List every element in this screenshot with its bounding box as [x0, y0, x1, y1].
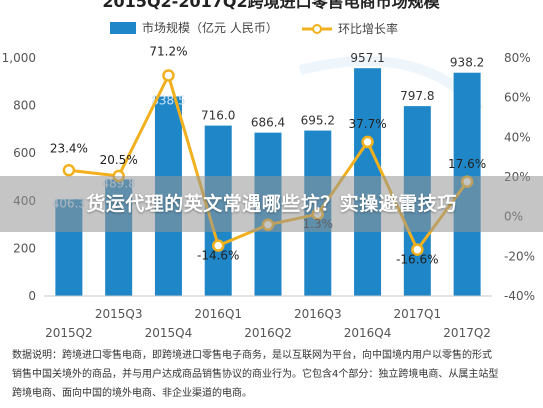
growth-value-label: 37.7% — [348, 117, 386, 131]
y-right-tick-label: -20% — [504, 249, 535, 263]
y-right-tick-label: 40% — [504, 130, 531, 144]
y-left-tick-label: 0 — [28, 289, 36, 303]
y-left-tick-label: 200 — [13, 241, 36, 255]
y-left-tick-label: 600 — [13, 146, 36, 160]
growth-marker-2016Q1 — [211, 239, 225, 252]
growth-value-label: 17.6% — [448, 157, 486, 171]
bar-value-label: 797.8 — [400, 89, 434, 103]
y-left-tick-label: 800 — [13, 99, 36, 113]
growth-marker-2015Q2 — [62, 164, 76, 177]
x-tick-label: 2017Q2 — [443, 326, 491, 340]
growth-marker-2016Q4 — [361, 135, 374, 149]
bar-value-label: 957.1 — [350, 51, 384, 65]
growth-marker-2017Q1 — [411, 243, 424, 256]
y-right-tick-label: -40% — [504, 289, 535, 303]
growth-value-label: 20.5% — [100, 153, 138, 167]
growth-value-label: 23.4% — [50, 141, 88, 155]
note-line-1: 数据说明：跨境进口零售电商，即跨境进口零售电子商务，是以互联网为平台，向中国境内… — [12, 350, 492, 361]
legend-bar-label: 市场规模（亿元 人民币） — [142, 20, 278, 35]
growth-value-label: -14.6% — [197, 249, 239, 263]
legend-bar-swatch — [110, 22, 136, 34]
x-tick-label: 2016Q4 — [344, 326, 392, 340]
data-note: 数据说明：跨境进口零售电商，即跨境进口零售电子商务，是以互联网为平台，向中国境内… — [12, 346, 532, 403]
bar-value-label: 686.4 — [251, 116, 285, 130]
x-tick-label: 2015Q4 — [145, 326, 193, 340]
y-right-tick-label: 60% — [504, 91, 531, 105]
bar-value-label: 938.2 — [450, 56, 484, 70]
bar-value-label: 695.2 — [301, 114, 335, 128]
x-tick-label: 2017Q1 — [394, 307, 442, 321]
note-line-2: 销售中国关境外的商品，并与用户达成商品销售协议的商业行为。它包含4个部分：独立跨… — [12, 369, 499, 380]
y-left-tick-label: 1,000 — [2, 51, 36, 65]
x-tick-label: 2016Q1 — [194, 307, 242, 321]
growth-value-label: 71.2% — [149, 44, 187, 58]
x-tick-label: 2015Q3 — [95, 307, 143, 321]
x-tick-label: 2015Q2 — [45, 326, 93, 340]
bar-value-label: 716.0 — [201, 109, 235, 123]
x-tick-label: 2016Q3 — [294, 307, 342, 321]
legend-line-label: 环比增长率 — [338, 21, 398, 36]
x-tick-label: 2016Q2 — [244, 326, 292, 340]
overlay-banner — [0, 176, 543, 232]
growth-value-label: -16.6% — [396, 253, 438, 267]
note-line-3: 跨境电商、面向中国的境外电商、非企业渠道的电商。 — [12, 388, 252, 399]
growth-marker-2015Q4 — [162, 69, 175, 82]
y-right-tick-label: 80% — [504, 51, 531, 65]
banner-title: 货运代理的英文常遇哪些坑？实操避雷技巧 — [86, 193, 457, 215]
legend-line-marker — [312, 24, 322, 34]
chart-title: 2015Q2-2017Q2跨境进口零售电商市场规模 — [102, 0, 440, 11]
